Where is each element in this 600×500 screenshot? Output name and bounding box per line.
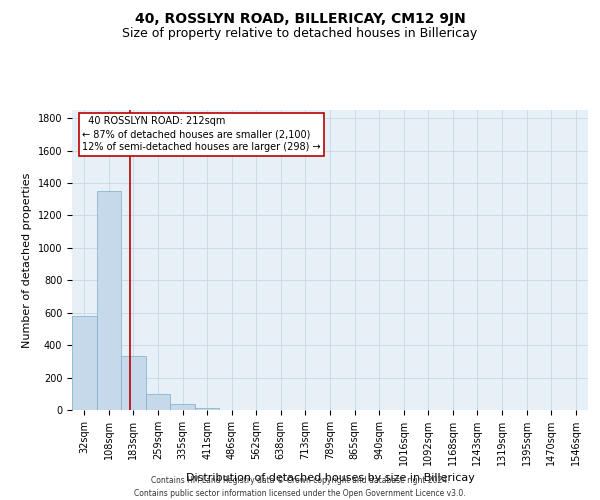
- Y-axis label: Number of detached properties: Number of detached properties: [22, 172, 32, 348]
- X-axis label: Distribution of detached houses by size in Billericay: Distribution of detached houses by size …: [185, 474, 475, 484]
- Bar: [195, 408, 220, 410]
- Bar: [170, 404, 195, 410]
- Text: Contains HM Land Registry data © Crown copyright and database right 2024.
Contai: Contains HM Land Registry data © Crown c…: [134, 476, 466, 498]
- Text: 40, ROSSLYN ROAD, BILLERICAY, CM12 9JN: 40, ROSSLYN ROAD, BILLERICAY, CM12 9JN: [134, 12, 466, 26]
- Text: 40 ROSSLYN ROAD: 212sqm  
← 87% of detached houses are smaller (2,100)
12% of se: 40 ROSSLYN ROAD: 212sqm ← 87% of detache…: [82, 116, 321, 152]
- Bar: [72, 316, 97, 410]
- Bar: [97, 191, 121, 410]
- Text: Size of property relative to detached houses in Billericay: Size of property relative to detached ho…: [122, 28, 478, 40]
- Bar: [146, 394, 170, 410]
- Bar: [121, 356, 146, 410]
